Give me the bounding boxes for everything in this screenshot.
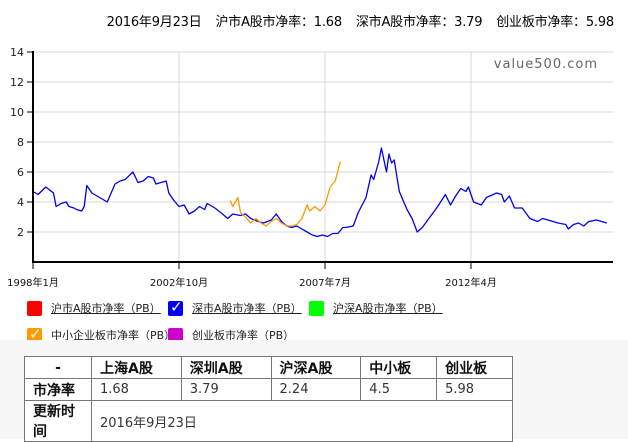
header-sh-pb: 沪市A股市净率：1.68 <box>215 15 342 30</box>
series-line <box>229 161 342 227</box>
y-tick-label: 14 <box>10 46 24 59</box>
legend-label[interactable]: 创业板市净率（PB） <box>192 329 295 342</box>
x-tick-label: 2002年10月 <box>150 276 208 289</box>
legend-color-swatch-icon[interactable] <box>27 300 42 316</box>
y-tick-label: 6 <box>17 166 24 179</box>
y-tick-label: 10 <box>10 106 24 119</box>
y-tick-label: 8 <box>17 136 24 149</box>
chart-axes: 2 4 6 8 10 12 14 1998年1月 2002年10月 2007年7月 2012年4月 <box>7 46 613 289</box>
header-date: 2016年9月23日 <box>106 15 202 30</box>
legend-label[interactable]: 沪深A股市净率（PB） <box>333 302 443 315</box>
table-header-cell: 上海A股 <box>91 356 182 379</box>
x-tick-label: 1998年1月 <box>7 276 59 289</box>
legend-label[interactable]: 沪市A股市净率（PB） <box>51 302 161 315</box>
table-header-cell: 创业板 <box>436 356 513 379</box>
update-time-value: 2016年9月23日 <box>91 400 513 442</box>
watermark: value500.com <box>494 57 598 72</box>
table-header-cell: 沪深A股 <box>270 356 362 379</box>
y-tick-label: 2 <box>17 226 24 239</box>
chart-series <box>32 147 607 238</box>
legend-item[interactable]: ✓ 深市A股市净率（PB） <box>168 297 302 316</box>
legend-label[interactable]: 中小企业板市净率（PB） <box>51 329 176 342</box>
pb-value-sh: 1.68 <box>91 378 182 401</box>
header-cyb-pb: 创业板市净率：5.98 <box>496 15 614 30</box>
pb-value-sz: 3.79 <box>180 378 272 401</box>
legend-checkbox-checked-icon[interactable]: ✓ <box>168 297 183 316</box>
y-tick-label: 4 <box>17 196 24 209</box>
checkmark-icon: ✓ <box>29 324 42 343</box>
pb-value-cyb: 5.98 <box>436 378 513 401</box>
header-sz-pb: 深市A股市净率：3.79 <box>355 15 483 30</box>
legend-item[interactable]: 沪市A股市净率（PB） <box>27 300 161 316</box>
legend-color-swatch-icon[interactable] <box>168 327 183 343</box>
legend-label[interactable]: 深市A股市净率（PB） <box>192 302 302 315</box>
table-row: 更新时间 2016年9月23日 <box>24 400 513 442</box>
table-row: 市净率 1.68 3.79 2.24 4.5 5.98 <box>24 378 513 401</box>
legend-checkbox-checked-icon[interactable]: ✓ <box>27 324 42 343</box>
x-tick-label: 2012年4月 <box>445 276 497 289</box>
pb-value-hs: 2.24 <box>270 378 362 401</box>
table-header-cell: - <box>24 356 92 379</box>
row-label-pb: 市净率 <box>24 378 92 401</box>
table-header-row: - 上海A股 深圳A股 沪深A股 中小板 创业板 <box>24 356 513 379</box>
x-tick-label: 2007年7月 <box>299 276 351 289</box>
pb-value-sme: 4.5 <box>360 378 438 401</box>
legend-item[interactable]: 创业板市净率（PB） <box>168 327 294 343</box>
chart-grid <box>33 51 613 262</box>
legend-item[interactable]: ✓ 中小企业板市净率（PB） <box>27 324 176 343</box>
chart-header: 2016年9月23日 沪市A股市净率：1.68 深市A股市净率：3.79 创业板… <box>106 11 615 30</box>
summary-panel: - 上海A股 深圳A股 沪深A股 中小板 创业板 市净率 1.68 3.79 2… <box>0 340 628 442</box>
row-label-update: 更新时间 <box>24 400 92 442</box>
table-header-cell: 深圳A股 <box>180 356 272 379</box>
checkmark-icon: ✓ <box>170 297 183 316</box>
table-header-cell: 中小板 <box>360 356 438 379</box>
legend-color-swatch-icon[interactable] <box>309 300 324 316</box>
legend-item[interactable]: 沪深A股市净率（PB） <box>309 300 443 316</box>
y-tick-label: 12 <box>10 76 24 89</box>
series-line <box>32 147 607 238</box>
pb-summary-table: - 上海A股 深圳A股 沪深A股 中小板 创业板 市净率 1.68 3.79 2… <box>24 356 513 442</box>
